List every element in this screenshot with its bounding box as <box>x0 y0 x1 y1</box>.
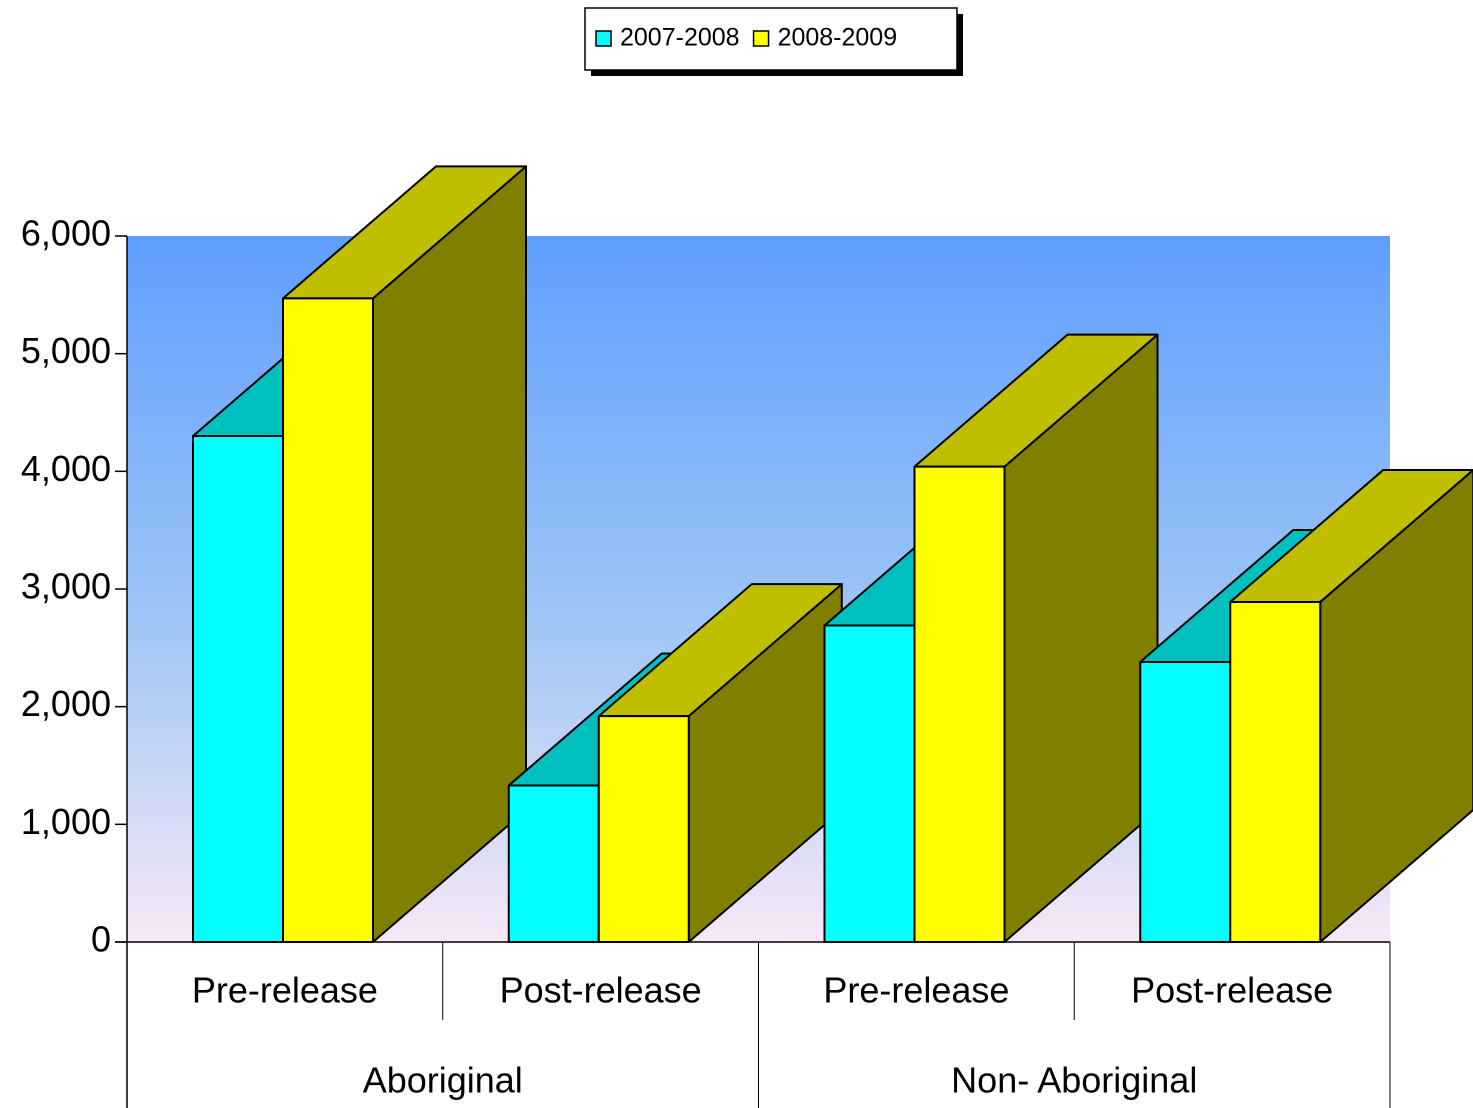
bar-front <box>823 624 916 944</box>
group-label: Aboriginal <box>363 1060 523 1101</box>
legend-label: 2008-2009 <box>778 24 898 52</box>
bar-front <box>597 715 690 944</box>
y-tick-label: 2,000 <box>21 683 111 724</box>
y-tick-label: 6,000 <box>21 213 111 254</box>
y-tick-label: 0 <box>91 919 111 960</box>
bar-front <box>192 435 284 943</box>
bar <box>597 583 843 944</box>
legend-swatch <box>752 30 770 47</box>
bar-front <box>1139 660 1232 943</box>
legend-swatch <box>595 30 612 47</box>
bar-side <box>372 165 527 943</box>
y-tick-label: 4,000 <box>21 448 111 489</box>
bar-front <box>507 784 600 944</box>
bar <box>913 333 1159 943</box>
bar <box>282 165 527 943</box>
group-label: Non- Aboriginal <box>951 1060 1197 1101</box>
x-tick-label: Pre-release <box>192 970 378 1011</box>
x-tick-label: Pre-release <box>823 970 1009 1011</box>
legend-box <box>584 7 958 71</box>
y-tick-label: 5,000 <box>21 330 111 371</box>
legend: 2007-2008 2008-2009 <box>584 7 963 76</box>
y-tick-label: 3,000 <box>21 566 111 607</box>
bar-front <box>282 297 374 943</box>
bar-front <box>913 465 1006 943</box>
x-tick-label: Post-release <box>500 970 702 1011</box>
bar-front <box>1229 600 1322 944</box>
bar <box>1229 468 1473 944</box>
legend-label: 2007-2008 <box>620 24 740 52</box>
x-tick-label: Post-release <box>1131 970 1333 1011</box>
y-tick-label: 1,000 <box>21 801 111 842</box>
